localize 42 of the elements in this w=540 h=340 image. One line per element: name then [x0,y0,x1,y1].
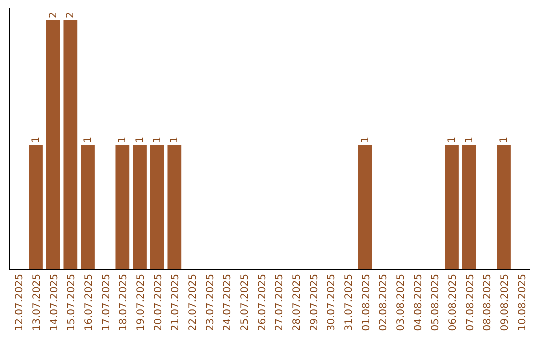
x-tick-label: 30.07.2025 [326,274,338,332]
x-tick-label: 06.08.2025 [448,274,459,332]
x-tick-label: 19.07.2025 [136,274,147,332]
data-label: 1 [499,136,510,144]
data-label: 1 [83,136,94,144]
data-label: 1 [118,136,129,144]
data-label: 1 [170,136,181,144]
x-tick-label: 18.07.2025 [118,274,130,332]
x-tick-label: 01.08.2025 [361,274,372,332]
x-tick-label: 10.08.2025 [517,274,528,332]
data-label: 1 [447,136,458,144]
x-tick-label: 25.07.2025 [240,274,251,332]
x-tick-label: 04.08.2025 [413,274,424,332]
data-label: 2 [66,12,77,18]
x-tick-label: 27.07.2025 [274,274,286,332]
x-tick-label: 17.07.2025 [101,274,112,332]
x-tick-label: 26.07.2025 [257,274,268,332]
data-label: 1 [31,136,42,144]
x-tick-label: 12.07.2025 [14,274,26,332]
x-tick-label: 20.07.2025 [153,274,164,332]
x-tick-label: 15.07.2025 [66,274,78,332]
x-tick-label: 03.08.2025 [396,274,407,332]
data-label: 1 [152,136,164,144]
data-label: 1 [360,136,372,144]
x-tick-label: 24.07.2025 [222,274,234,332]
data-label: 2 [48,12,60,18]
x-tick-label: 14.07.2025 [49,274,60,332]
x-tick-label: 07.08.2025 [465,274,476,332]
x-tick-label: 16.07.2025 [84,274,95,332]
x-tick-label: 28.07.2025 [292,274,303,332]
x-tick-label: 05.08.2025 [430,274,442,332]
data-label: 1 [464,136,476,144]
x-tick-label: 13.07.2025 [32,274,43,332]
x-tick-label: 21.07.2025 [170,274,182,332]
x-tick-label: 02.08.2025 [378,274,390,332]
x-tick-label: 08.08.2025 [482,274,494,332]
data-label: 1 [135,136,146,144]
x-tick-label: 22.07.2025 [188,274,199,332]
x-tick-label: 09.08.2025 [500,274,511,332]
x-tick-label: 31.07.2025 [344,274,355,332]
x-tick-label: 29.07.2025 [309,274,320,332]
x-tick-label: 23.07.2025 [205,274,216,332]
